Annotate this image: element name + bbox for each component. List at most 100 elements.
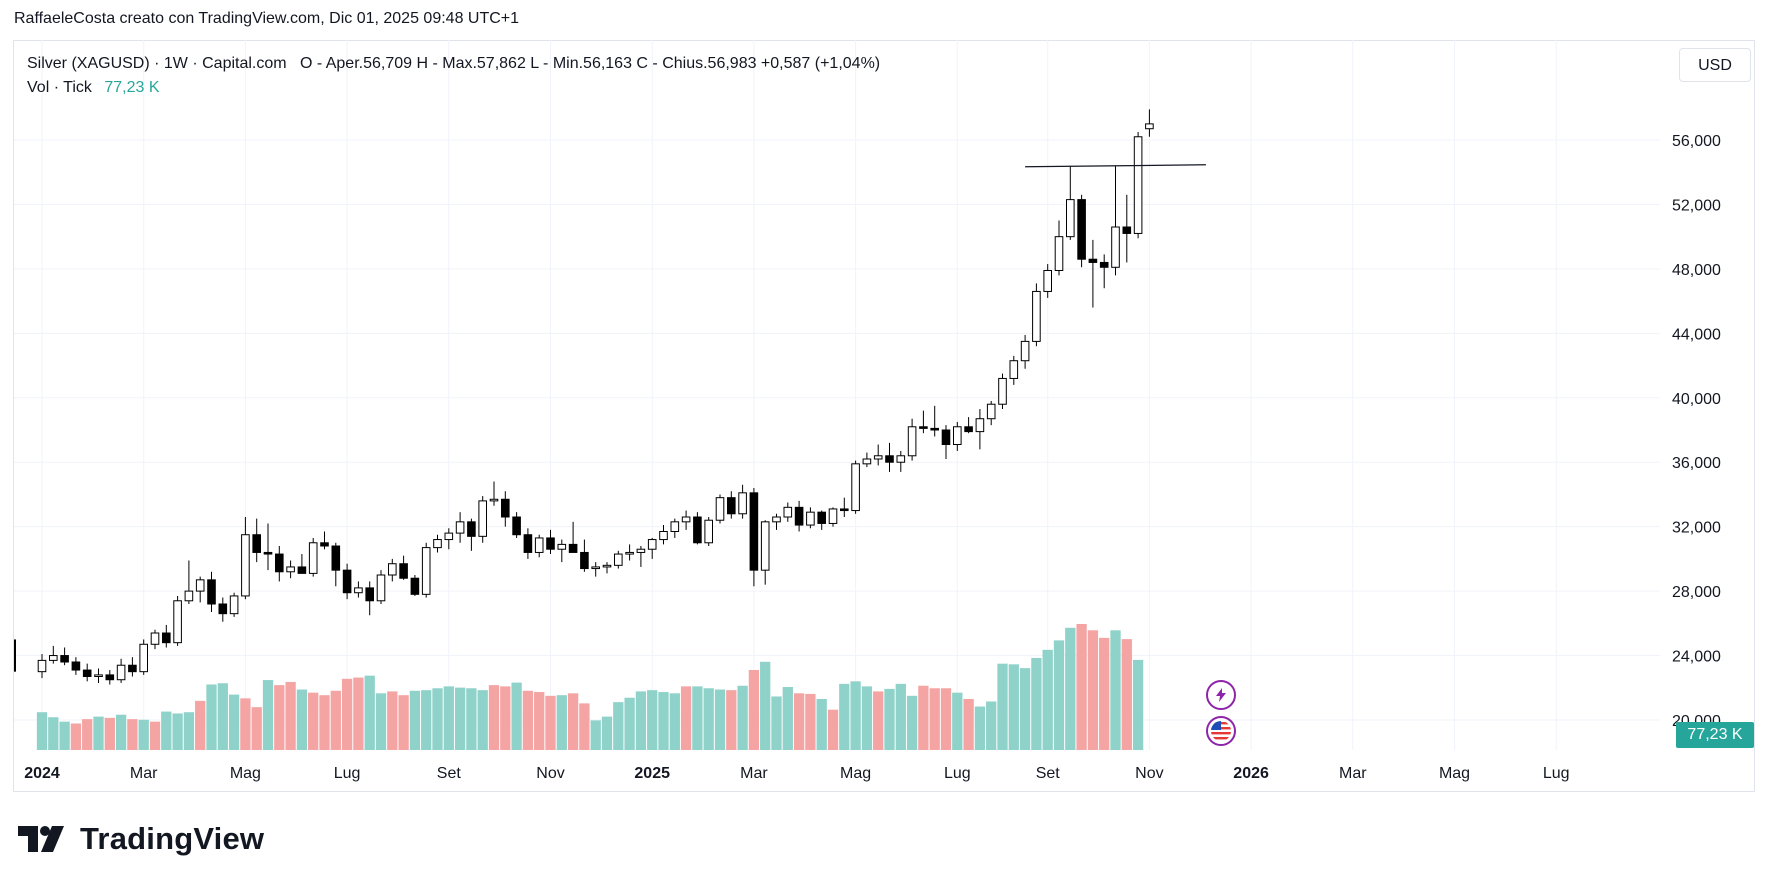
price-tick-label: 52,000 bbox=[1672, 197, 1721, 214]
volume-bar bbox=[714, 689, 726, 750]
volume-bar bbox=[319, 695, 330, 750]
volume-bar bbox=[206, 684, 217, 750]
price-tick-label: 44,000 bbox=[1672, 326, 1721, 343]
candle-down bbox=[512, 516, 521, 536]
candle-up bbox=[873, 455, 883, 460]
volume-bar bbox=[669, 693, 680, 750]
candle-down bbox=[1122, 226, 1132, 234]
chart-panel[interactable] bbox=[13, 40, 1755, 792]
candle-down bbox=[568, 543, 578, 553]
symbol-title[interactable]: Silver (XAGUSD) · 1W · Capital.com bbox=[27, 55, 287, 72]
candle-up bbox=[851, 463, 860, 512]
volume-bar bbox=[635, 691, 647, 750]
lightning-event-icon[interactable] bbox=[1206, 680, 1236, 710]
volume-bar bbox=[760, 661, 771, 750]
volume-bar bbox=[895, 683, 906, 750]
candle-up bbox=[806, 511, 815, 526]
volume-bar bbox=[240, 698, 251, 750]
ohlc-values: O - Aper.56,709 H - Max.57,862 L - Min.5… bbox=[299, 55, 881, 72]
volume-bar bbox=[522, 690, 534, 750]
candle-up bbox=[94, 674, 103, 678]
candle-down bbox=[930, 427, 940, 431]
volume-bar bbox=[274, 685, 285, 750]
volume-bar bbox=[511, 682, 522, 750]
candle-down bbox=[817, 511, 827, 524]
volume-bar bbox=[680, 686, 692, 750]
volume-bar bbox=[884, 688, 895, 750]
candle-up bbox=[772, 516, 781, 523]
candle-down bbox=[207, 579, 216, 605]
volume-bar bbox=[1053, 640, 1065, 750]
candle-up bbox=[907, 426, 917, 457]
candle-down bbox=[60, 655, 69, 663]
volume-bar bbox=[195, 700, 206, 750]
volume-bar bbox=[1076, 624, 1087, 750]
volume-bar bbox=[398, 695, 409, 750]
resistance-trend-line[interactable] bbox=[1025, 164, 1206, 168]
tradingview-brand[interactable]: TradingView bbox=[18, 821, 264, 857]
volume-bar bbox=[737, 685, 748, 750]
candle-down bbox=[467, 521, 476, 537]
volume-indicator-label[interactable]: Vol · Tick bbox=[27, 79, 92, 96]
volume-bar bbox=[782, 687, 793, 750]
candle-down bbox=[128, 664, 137, 673]
time-axis[interactable]: 2024 Mar Mag Lug Set Nov 2025 Mar Mag Lug Set Nov 20… bbox=[24, 765, 1569, 782]
price-tick-label: 48,000 bbox=[1672, 262, 1721, 279]
price-tick-label: 24,000 bbox=[1672, 649, 1721, 666]
candle-up bbox=[534, 537, 544, 553]
time-tick-label: 2026 bbox=[1233, 765, 1269, 782]
volume-bar bbox=[873, 691, 884, 750]
candle-up bbox=[896, 455, 906, 463]
chart-caption: RaffaeleCosta creato con TradingView.com… bbox=[14, 10, 520, 27]
candle-up bbox=[636, 548, 646, 553]
candle-up bbox=[376, 574, 386, 602]
time-tick-label: Mar bbox=[1339, 765, 1367, 782]
candle-up bbox=[478, 500, 487, 537]
candle-up bbox=[49, 655, 58, 661]
candle-down bbox=[964, 426, 973, 433]
volume-bar bbox=[375, 693, 387, 750]
volume-bar bbox=[567, 693, 579, 750]
candle-up bbox=[1145, 123, 1154, 130]
volume-bar bbox=[624, 697, 635, 750]
drawing-annotations[interactable] bbox=[1025, 164, 1206, 168]
candle-down bbox=[501, 498, 510, 518]
volume-bar bbox=[183, 712, 195, 750]
volume-bar bbox=[161, 711, 172, 750]
candle-down bbox=[885, 455, 894, 463]
volume-bar bbox=[805, 693, 816, 750]
candle-up bbox=[116, 664, 126, 681]
volume-bar bbox=[127, 719, 138, 750]
candle-down bbox=[410, 577, 420, 595]
candle-up bbox=[998, 377, 1007, 405]
candle-down bbox=[941, 429, 951, 445]
currency-button[interactable]: USD bbox=[1679, 48, 1751, 82]
price-axis[interactable]: 56,000 52,000 48,000 44,000 40,000 36,000 32,0… bbox=[1672, 133, 1721, 730]
volume-bar bbox=[952, 692, 963, 750]
volume-bar bbox=[850, 681, 861, 750]
volume-bar bbox=[861, 686, 873, 750]
volume-bar bbox=[1132, 659, 1144, 750]
us-flag-event-icon[interactable] bbox=[1206, 716, 1236, 746]
volume-bar bbox=[692, 686, 703, 750]
price-chart[interactable]: 56,000 52,000 48,000 44,000 40,000 36,000 32,0… bbox=[0, 0, 1772, 800]
volume-bar bbox=[545, 695, 556, 750]
candle-up bbox=[1020, 340, 1030, 362]
volume-bar bbox=[432, 688, 443, 750]
candle-down bbox=[331, 545, 341, 571]
volume-bar bbox=[534, 692, 545, 750]
volume-bar bbox=[793, 693, 805, 750]
candle-up bbox=[704, 519, 714, 544]
candle-up bbox=[760, 521, 770, 571]
volume-bar bbox=[647, 690, 658, 750]
candle-up bbox=[195, 579, 205, 592]
candle-down bbox=[297, 566, 307, 574]
volume-bar bbox=[1110, 630, 1121, 750]
time-tick-label: Lug bbox=[334, 765, 361, 782]
candle-down bbox=[71, 661, 81, 671]
time-tick-label: Mag bbox=[1439, 765, 1470, 782]
volume-bar bbox=[1042, 649, 1053, 750]
candle-up bbox=[975, 418, 985, 433]
volume-bar bbox=[839, 683, 850, 750]
volume-bar bbox=[364, 675, 375, 750]
